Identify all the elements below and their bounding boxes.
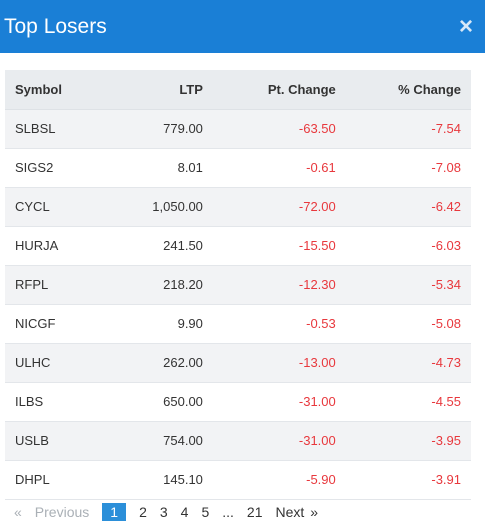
page-2-button[interactable]: 2 — [139, 503, 147, 520]
table-row[interactable]: RFPL 218.20 -12.30 -5.34 — [5, 265, 471, 305]
cell-pt-change: -0.61 — [212, 148, 346, 188]
cell-symbol[interactable]: CYCL — [5, 187, 107, 227]
cell-symbol[interactable]: DHPL — [5, 460, 107, 500]
previous-button[interactable]: Previous — [34, 503, 90, 520]
table-header-row: Symbol LTP Pt. Change % Change — [5, 70, 471, 110]
cell-ltp: 754.00 — [106, 421, 213, 461]
cell-pt-change: -31.00 — [212, 382, 346, 422]
cell-ltp: 218.20 — [106, 265, 213, 305]
cell-symbol[interactable]: ULHC — [5, 343, 107, 383]
table-row[interactable]: DHPL 145.10 -5.90 -3.91 — [5, 460, 471, 500]
prev-arrow-icon[interactable]: « — [14, 503, 22, 520]
table-row[interactable]: USLB 754.00 -31.00 -3.95 — [5, 421, 471, 461]
table-row[interactable]: SIGS2 8.01 -0.61 -7.08 — [5, 148, 471, 188]
cell-pct-change: -3.95 — [345, 421, 471, 461]
pagination-ellipsis: ... — [222, 503, 234, 520]
col-symbol[interactable]: Symbol — [5, 70, 107, 110]
cell-pt-change: -12.30 — [212, 265, 346, 305]
cell-pct-change: -4.73 — [345, 343, 471, 383]
cell-ltp: 1,050.00 — [106, 187, 213, 227]
cell-symbol[interactable]: USLB — [5, 421, 107, 461]
cell-pct-change: -6.03 — [345, 226, 471, 266]
cell-symbol[interactable]: RFPL — [5, 265, 107, 305]
cell-symbol[interactable]: ILBS — [5, 382, 107, 422]
modal-header: Top Losers × — [0, 0, 485, 53]
cell-ltp: 779.00 — [106, 109, 213, 149]
close-icon[interactable]: × — [458, 12, 473, 40]
pagination: « Previous 1 2 3 4 5 ... 21 Next » — [5, 500, 471, 524]
cell-pt-change: -0.53 — [212, 304, 346, 344]
table-row[interactable]: NICGF 9.90 -0.53 -5.08 — [5, 304, 471, 344]
cell-symbol[interactable]: NICGF — [5, 304, 107, 344]
losers-table: Symbol LTP Pt. Change % Change SLBSL 779.… — [5, 70, 471, 500]
cell-symbol[interactable]: SIGS2 — [5, 148, 107, 188]
cell-pt-change: -5.90 — [212, 460, 346, 500]
cell-ltp: 9.90 — [106, 304, 213, 344]
table-row[interactable]: SLBSL 779.00 -63.50 -7.54 — [5, 109, 471, 149]
table-row[interactable]: ULHC 262.00 -13.00 -4.73 — [5, 343, 471, 383]
cell-ltp: 145.10 — [106, 460, 213, 500]
col-ltp[interactable]: LTP — [106, 70, 213, 110]
cell-symbol[interactable]: SLBSL — [5, 109, 107, 149]
page-3-button[interactable]: 3 — [159, 503, 168, 520]
page-5-button[interactable]: 5 — [201, 503, 210, 520]
page-last-button[interactable]: 21 — [246, 503, 263, 520]
page-1-button[interactable]: 1 — [102, 502, 127, 521]
cell-pt-change: -15.50 — [212, 226, 346, 266]
cell-pt-change: -63.50 — [212, 109, 346, 149]
next-arrow-icon[interactable]: » — [310, 503, 319, 520]
cell-pt-change: -31.00 — [212, 421, 346, 461]
next-button[interactable]: Next — [275, 503, 305, 520]
page-4-button[interactable]: 4 — [180, 503, 189, 520]
cell-pct-change: -5.34 — [345, 265, 471, 305]
cell-ltp: 241.50 — [106, 226, 213, 266]
cell-ltp: 650.00 — [106, 382, 213, 422]
modal-body: Symbol LTP Pt. Change % Change SLBSL 779.… — [0, 53, 485, 524]
cell-symbol[interactable]: HURJA — [5, 226, 107, 266]
cell-pct-change: -7.54 — [345, 109, 471, 149]
table-row[interactable]: CYCL 1,050.00 -72.00 -6.42 — [5, 187, 471, 227]
cell-ltp: 8.01 — [106, 148, 213, 188]
col-pt-change[interactable]: Pt. Change — [212, 70, 346, 110]
cell-pt-change: -13.00 — [212, 343, 346, 383]
cell-pct-change: -4.55 — [345, 382, 471, 422]
cell-ltp: 262.00 — [106, 343, 213, 383]
cell-pct-change: -6.42 — [345, 187, 471, 227]
cell-pct-change: -7.08 — [345, 148, 471, 188]
cell-pct-change: -5.08 — [345, 304, 471, 344]
cell-pt-change: -72.00 — [212, 187, 346, 227]
modal-title: Top Losers — [4, 14, 107, 38]
cell-pct-change: -3.91 — [345, 460, 471, 500]
table-row[interactable]: ILBS 650.00 -31.00 -4.55 — [5, 382, 471, 422]
col-pct-change[interactable]: % Change — [345, 70, 471, 110]
table-row[interactable]: HURJA 241.50 -15.50 -6.03 — [5, 226, 471, 266]
